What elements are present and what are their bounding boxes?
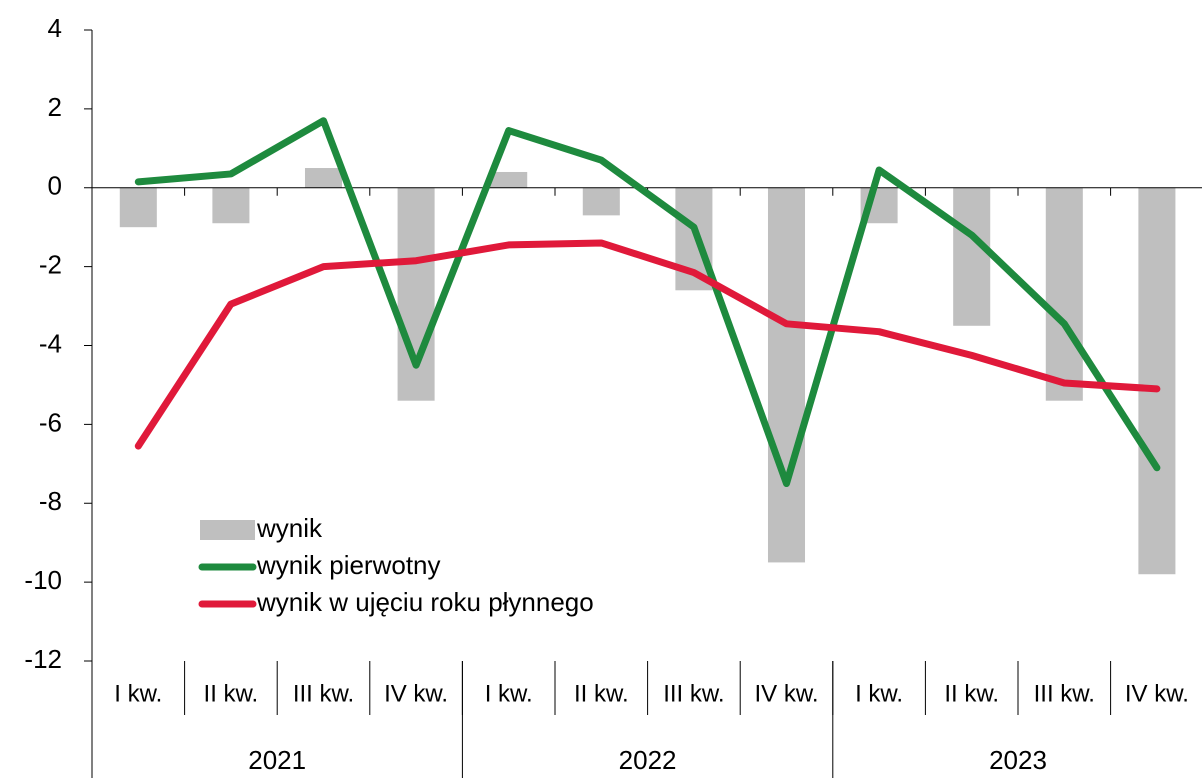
- legend-label: wynik pierwotny: [256, 550, 441, 580]
- x-tick-label: I kw.: [485, 680, 533, 707]
- x-tick-label: II kw.: [574, 680, 629, 707]
- bar: [490, 171, 528, 188]
- y-tick-label: 0: [48, 171, 62, 201]
- line: [134, 239, 1161, 450]
- legend-swatch: [200, 520, 255, 540]
- bar: [953, 187, 991, 326]
- y-tick-label: -4: [39, 328, 62, 358]
- legend-label: wynik w ujęciu roku płynnego: [256, 587, 594, 617]
- bar: [1045, 187, 1083, 401]
- x-tick-label: IV kw.: [384, 680, 448, 707]
- line: [134, 117, 1161, 488]
- y-tick-label: -6: [39, 407, 62, 437]
- x-tick-label: II kw.: [204, 680, 259, 707]
- bar: [582, 187, 620, 216]
- x-tick-label: I kw.: [855, 680, 903, 707]
- x-tick-label: IV kw.: [1125, 680, 1189, 707]
- bar: [119, 187, 157, 228]
- y-tick-label: 4: [48, 13, 62, 43]
- x-tick-label: III kw.: [293, 680, 354, 707]
- bar: [304, 168, 343, 188]
- y-tick-label: -10: [24, 565, 62, 595]
- x-tick-label: I kw.: [114, 680, 162, 707]
- x-group-label: 2022: [619, 745, 677, 775]
- x-tick-label: III kw.: [1034, 680, 1095, 707]
- y-tick-label: -12: [24, 644, 62, 674]
- bar: [1138, 187, 1176, 575]
- y-tick-label: 2: [48, 92, 62, 122]
- x-group-label: 2023: [989, 745, 1047, 775]
- bar: [767, 187, 806, 563]
- legend-label: wynik: [256, 513, 323, 543]
- x-tick-label: IV kw.: [754, 680, 818, 707]
- y-tick-label: -2: [39, 250, 62, 280]
- x-group-label: 2021: [248, 745, 306, 775]
- x-tick-label: III kw.: [663, 680, 724, 707]
- y-tick-label: -8: [39, 486, 62, 516]
- bar: [212, 187, 250, 224]
- bar: [397, 187, 435, 401]
- x-tick-label: II kw.: [944, 680, 999, 707]
